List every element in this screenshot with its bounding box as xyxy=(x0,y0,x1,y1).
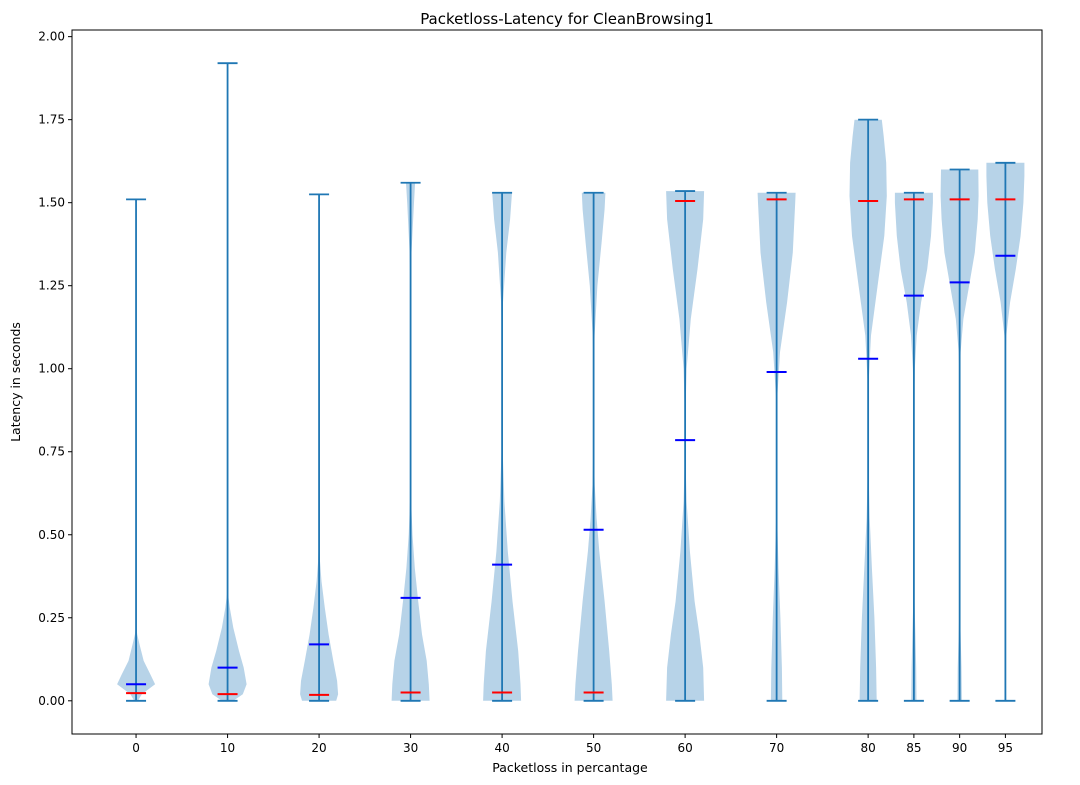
y-tick-label: 0.50 xyxy=(38,528,65,542)
x-axis: 0 10 20 30 40 50 60 70 80 85 90 95 xyxy=(132,734,1013,755)
violin-80 xyxy=(849,118,887,702)
violin-95 xyxy=(986,161,1025,702)
x-tick-label: 60 xyxy=(677,741,692,755)
x-tick-label: 30 xyxy=(403,741,418,755)
y-axis: 0.00 0.25 0.50 0.75 1.00 1.25 1.50 1.75 2.00 xyxy=(38,30,72,708)
y-tick-label: 0.75 xyxy=(38,445,65,459)
violin-10 xyxy=(208,62,247,702)
violin-20 xyxy=(300,193,339,702)
x-axis-label: Packetloss in percantage xyxy=(492,760,648,775)
y-tick-label: 2.00 xyxy=(38,30,65,44)
violin-90 xyxy=(940,168,979,702)
violin-30 xyxy=(391,181,430,702)
x-tick-label: 10 xyxy=(220,741,235,755)
x-tick-label: 40 xyxy=(494,741,509,755)
y-tick-label: 0.00 xyxy=(38,694,65,708)
plot-area xyxy=(117,62,1025,702)
violin-40 xyxy=(483,191,522,702)
y-tick-label: 0.25 xyxy=(38,611,65,625)
x-tick-label: 50 xyxy=(586,741,601,755)
violin-50 xyxy=(574,191,613,702)
y-tick-label: 1.75 xyxy=(38,113,65,127)
y-tick-label: 1.50 xyxy=(38,196,65,210)
x-tick-label: 70 xyxy=(769,741,784,755)
plot-frame xyxy=(71,29,1043,735)
violin-70 xyxy=(757,191,796,702)
violin-60 xyxy=(666,190,705,702)
violin-85 xyxy=(894,191,933,702)
x-tick-label: 95 xyxy=(998,741,1013,755)
y-axis-label: Latency in seconds xyxy=(8,322,23,442)
violin-0 xyxy=(117,198,156,702)
x-tick-label: 20 xyxy=(311,741,326,755)
x-tick-label: 0 xyxy=(132,741,140,755)
y-tick-label: 1.25 xyxy=(38,279,65,293)
chart-title: Packetloss-Latency for CleanBrowsing1 xyxy=(420,10,714,28)
x-tick-label: 90 xyxy=(952,741,967,755)
x-tick-label: 80 xyxy=(860,741,875,755)
x-tick-label: 85 xyxy=(906,741,921,755)
y-tick-label: 1.00 xyxy=(38,362,65,376)
